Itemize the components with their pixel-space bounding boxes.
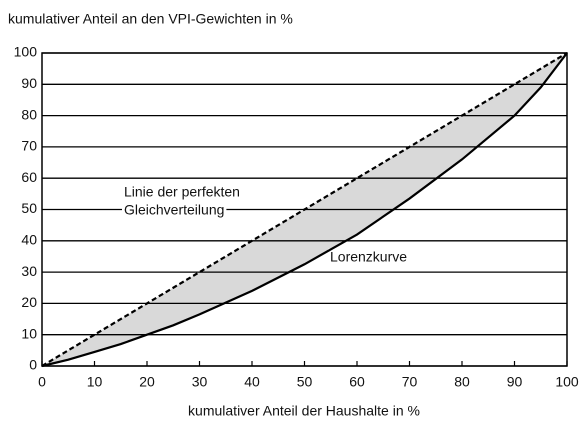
y-tick-label: 0	[29, 357, 37, 373]
annotation: Linie der perfekten	[124, 184, 240, 200]
series-line	[41, 52, 568, 368]
x-axis-title: kumulativer Anteil der Haushalte in %	[188, 403, 420, 419]
y-tick-label: 30	[21, 263, 37, 279]
x-tick-label: 60	[349, 374, 365, 390]
y-tick-label: 100	[14, 44, 38, 60]
plot-frame	[41, 52, 568, 367]
annotation: Gleichverteilung	[124, 202, 224, 218]
x-tick-label: 10	[87, 374, 103, 390]
x-tick-label: 70	[402, 374, 418, 390]
x-tick-label: 90	[507, 374, 523, 390]
x-tick-label: 80	[454, 374, 470, 390]
y-tick-label: 20	[21, 294, 37, 310]
x-tick-label: 0	[38, 374, 46, 390]
x-tick-label: 50	[297, 374, 313, 390]
annotation: Lorenzkurve	[330, 249, 407, 265]
x-tick-label: 100	[555, 374, 579, 390]
y-tick-label: 40	[21, 232, 37, 248]
y-tick-label: 80	[21, 106, 37, 122]
x-tick-label: 40	[244, 374, 260, 390]
y-tick-label: 10	[21, 325, 37, 341]
y-axis-title: kumulativer Anteil an den VPI-Gewichten …	[8, 11, 293, 27]
y-tick-label: 90	[21, 75, 37, 91]
x-tick-label: 30	[192, 374, 208, 390]
annotation-background	[122, 183, 242, 200]
y-tick-label: 50	[21, 200, 37, 216]
annotation-background	[328, 248, 410, 265]
y-tick-label: 70	[21, 138, 37, 154]
series-line	[41, 52, 568, 367]
x-tick-label: 20	[139, 374, 155, 390]
y-tick-label: 60	[21, 169, 37, 185]
annotation-background	[122, 201, 227, 218]
